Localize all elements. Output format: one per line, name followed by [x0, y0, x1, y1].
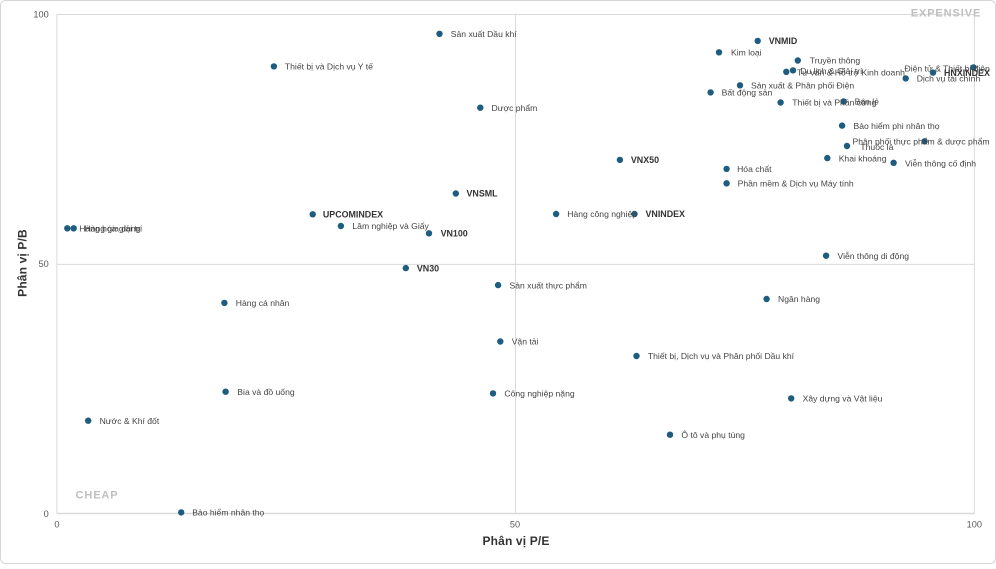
- svg-text:100: 100: [967, 519, 982, 529]
- svg-text:Phân vị P/E: Phân vị P/E: [482, 534, 549, 548]
- svg-text:Truyền thông: Truyền thông: [810, 56, 861, 66]
- svg-text:Ô tô và phụ tùng: Ô tô và phụ tùng: [681, 430, 745, 440]
- svg-text:CHEAP: CHEAP: [76, 490, 119, 502]
- svg-text:VNINDEX: VNINDEX: [646, 209, 686, 219]
- svg-text:VNMID: VNMID: [769, 36, 798, 46]
- svg-text:Hàng hóa giải trí: Hàng hóa giải trí: [79, 224, 143, 234]
- svg-text:Bia và đồ uống: Bia và đồ uống: [237, 387, 295, 397]
- svg-text:50: 50: [38, 259, 48, 269]
- svg-text:Sản xuất & Phân phối Điện: Sản xuất & Phân phối Điện: [751, 81, 854, 91]
- svg-text:Điện tử & Thiết bị điện: Điện tử & Thiết bị điện: [905, 64, 991, 74]
- svg-text:Du lịch & Giải trí: Du lịch & Giải trí: [800, 66, 863, 76]
- svg-text:Phân phối thực phẩm & dược phẩ: Phân phối thực phẩm & dược phẩm: [853, 137, 990, 147]
- svg-text:Tư vấn & Hỗ trợ Kinh doanh: Tư vấn & Hỗ trợ Kinh doanh: [797, 67, 905, 77]
- svg-text:Bất động sản: Bất động sản: [722, 88, 773, 98]
- svg-text:EXPENSIVE: EXPENSIVE: [911, 8, 981, 20]
- svg-text:50: 50: [510, 519, 520, 529]
- svg-text:Bán lẻ: Bán lẻ: [855, 97, 880, 107]
- svg-text:Thiết bị, Dịch vụ và Phân phối: Thiết bị, Dịch vụ và Phân phối Dầu khí: [648, 351, 795, 361]
- svg-text:Sản xuất Dầu khí: Sản xuất Dầu khí: [451, 29, 518, 39]
- svg-text:Kim loại: Kim loại: [731, 48, 762, 58]
- svg-text:Nước & Khí đốt: Nước & Khí đốt: [100, 416, 160, 426]
- svg-text:Sản xuất thực phẩm: Sản xuất thực phẩm: [510, 280, 587, 290]
- svg-text:Thiết bị và Phần cứng: Thiết bị và Phần cứng: [792, 98, 876, 108]
- svg-text:Ngân hàng: Ngân hàng: [778, 294, 820, 304]
- svg-text:Hóa chất: Hóa chất: [737, 164, 772, 174]
- svg-text:Khai khoáng: Khai khoáng: [839, 153, 887, 163]
- svg-text:HNXINDEX: HNXINDEX: [944, 68, 990, 78]
- svg-text:Hàng cá nhân: Hàng cá nhân: [236, 298, 290, 308]
- svg-text:VNX50: VNX50: [631, 155, 659, 165]
- svg-text:Công nghiệp nặng: Công nghiệp nặng: [504, 389, 574, 399]
- svg-text:Hàng gia dụng: Hàng gia dụng: [85, 224, 141, 234]
- svg-text:Bảo hiểm phi nhân thọ: Bảo hiểm phi nhân thọ: [854, 121, 940, 131]
- svg-text:Vận tải: Vận tải: [512, 337, 539, 347]
- svg-text:Phân vị P/B: Phân vị P/B: [16, 229, 30, 297]
- svg-text:Viễn thông cố định: Viễn thông cố định: [905, 158, 976, 168]
- svg-text:VN30: VN30: [417, 263, 439, 273]
- svg-text:VNSML: VNSML: [467, 189, 499, 199]
- svg-text:Thiết bị và Dịch vụ Y tế: Thiết bị và Dịch vụ Y tế: [285, 62, 373, 72]
- svg-text:Lâm nghiệp và Giấy: Lâm nghiệp và Giấy: [352, 221, 429, 231]
- svg-text:0: 0: [54, 519, 59, 529]
- svg-text:Bảo hiểm nhân thọ: Bảo hiểm nhân thọ: [192, 508, 264, 518]
- svg-text:Dược phẩm: Dược phẩm: [492, 103, 538, 113]
- svg-text:Xây dựng và Vật liệu: Xây dựng và Vật liệu: [803, 394, 883, 404]
- svg-text:Thuốc lá: Thuốc lá: [860, 142, 893, 152]
- svg-text:Hàng công nghiệp: Hàng công nghiệp: [567, 209, 637, 219]
- svg-text:Viễn thông di động: Viễn thông di động: [838, 251, 910, 261]
- svg-text:VN100: VN100: [441, 229, 468, 239]
- svg-text:Phần mềm & Dịch vụ Máy tính: Phần mềm & Dịch vụ Máy tính: [738, 179, 854, 189]
- svg-text:UPCOMINDEX: UPCOMINDEX: [323, 210, 383, 220]
- svg-text:0: 0: [44, 509, 49, 519]
- svg-text:100: 100: [33, 10, 48, 20]
- svg-text:Dịch vụ tài chính: Dịch vụ tài chính: [917, 74, 981, 84]
